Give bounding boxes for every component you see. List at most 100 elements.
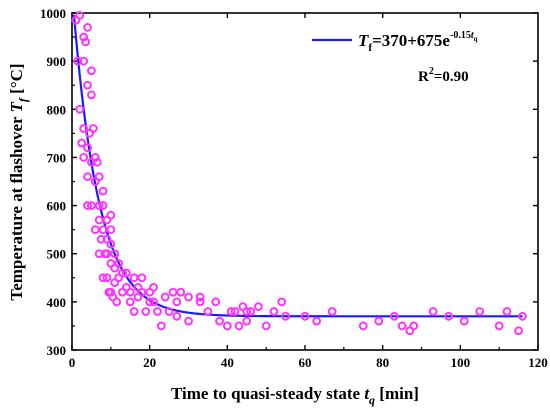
data-point bbox=[90, 225, 100, 235]
data-point-ring bbox=[129, 273, 139, 283]
data-point-ring bbox=[125, 297, 135, 307]
data-point bbox=[153, 307, 162, 316]
data-point-ring bbox=[141, 307, 151, 316]
x-ticks: 0 20 40 60 80 100 120 bbox=[69, 13, 548, 370]
data-point bbox=[98, 273, 108, 283]
legend: Tf=370+675e-0.15tq R2=0.90 bbox=[312, 30, 478, 85]
x-tick-label: 100 bbox=[451, 355, 471, 370]
data-point-ring bbox=[184, 292, 193, 302]
data-point-ring bbox=[494, 321, 504, 331]
data-point-ring bbox=[83, 172, 92, 182]
data-point bbox=[83, 201, 92, 210]
data-point bbox=[106, 239, 116, 249]
data-point bbox=[156, 321, 166, 331]
data-point-ring bbox=[83, 143, 92, 153]
x-axis-title: Time to quasi-steady state tq [min] bbox=[171, 384, 419, 407]
data-point-ring bbox=[156, 321, 166, 331]
data-point-ring bbox=[121, 268, 131, 278]
data-point bbox=[230, 307, 240, 316]
data-point bbox=[172, 297, 182, 307]
data-point bbox=[83, 172, 92, 182]
x-tick-label: 120 bbox=[528, 355, 548, 370]
data-point-ring bbox=[246, 307, 256, 316]
data-point-ring bbox=[90, 153, 100, 162]
data-point-ring bbox=[277, 297, 287, 307]
data-point-ring bbox=[106, 210, 116, 220]
data-point-ring bbox=[230, 307, 240, 316]
data-point bbox=[269, 307, 279, 316]
data-point-ring bbox=[137, 273, 147, 283]
data-point bbox=[358, 321, 368, 331]
data-point-ring bbox=[203, 307, 213, 316]
data-point-ring bbox=[261, 321, 271, 331]
data-point-ring bbox=[94, 172, 104, 182]
data-point-ring bbox=[98, 201, 108, 210]
data-point bbox=[215, 316, 224, 326]
data-point-ring bbox=[79, 32, 89, 42]
data-point-ring bbox=[397, 321, 407, 331]
data-point bbox=[125, 287, 135, 297]
data-point bbox=[246, 307, 256, 316]
data-point bbox=[125, 297, 135, 307]
data-point-ring bbox=[90, 225, 100, 235]
data-point-ring bbox=[176, 287, 186, 297]
data-point bbox=[75, 104, 85, 114]
data-point bbox=[518, 311, 527, 321]
data-point bbox=[81, 37, 90, 47]
x-tick-label: 60 bbox=[299, 355, 312, 370]
data-point-ring bbox=[79, 124, 89, 133]
data-point bbox=[79, 124, 89, 133]
data-point-ring bbox=[118, 268, 127, 278]
data-point bbox=[459, 316, 469, 326]
data-point bbox=[77, 138, 87, 148]
data-point-ring bbox=[300, 311, 310, 321]
data-point-ring bbox=[160, 292, 170, 302]
data-point-ring bbox=[88, 124, 98, 133]
data-point bbox=[327, 307, 337, 316]
data-point bbox=[397, 321, 407, 331]
data-point-ring bbox=[106, 239, 116, 249]
data-point bbox=[222, 321, 232, 331]
data-point bbox=[98, 186, 108, 196]
data-point bbox=[514, 326, 523, 336]
data-point bbox=[149, 283, 158, 292]
data-point-ring bbox=[172, 297, 182, 307]
data-point-ring bbox=[184, 316, 193, 326]
data-point bbox=[79, 32, 89, 42]
data-point-ring bbox=[98, 186, 108, 196]
data-point bbox=[94, 172, 104, 182]
data-point bbox=[176, 287, 186, 297]
data-point-ring bbox=[79, 153, 89, 162]
data-point bbox=[211, 297, 221, 307]
data-point bbox=[277, 297, 287, 307]
data-point bbox=[110, 249, 120, 259]
data-point bbox=[312, 316, 322, 326]
data-point bbox=[203, 307, 213, 316]
data-point-ring bbox=[149, 283, 158, 292]
data-point bbox=[94, 215, 104, 225]
data-point bbox=[475, 307, 485, 316]
data-point bbox=[226, 307, 236, 316]
r-squared-label: R2=0.90 bbox=[418, 66, 469, 85]
data-point bbox=[242, 316, 252, 326]
data-point-ring bbox=[222, 321, 232, 331]
data-point-ring bbox=[502, 307, 512, 316]
data-point-ring bbox=[195, 297, 205, 307]
data-point-ring bbox=[389, 311, 399, 321]
x-tick-label: 40 bbox=[221, 355, 234, 370]
data-point bbox=[195, 292, 205, 302]
y-tick-label: 300 bbox=[47, 343, 67, 358]
x-tick-label: 80 bbox=[376, 355, 389, 370]
data-point bbox=[83, 143, 92, 153]
data-point-ring bbox=[195, 292, 205, 302]
data-point bbox=[160, 292, 170, 302]
data-point-ring bbox=[83, 23, 92, 32]
data-point bbox=[195, 297, 205, 307]
data-point bbox=[94, 201, 104, 210]
data-point-ring bbox=[281, 311, 290, 321]
data-point-ring bbox=[87, 90, 96, 100]
data-point bbox=[102, 273, 112, 283]
data-point-ring bbox=[475, 307, 485, 316]
data-point-ring bbox=[153, 307, 162, 316]
